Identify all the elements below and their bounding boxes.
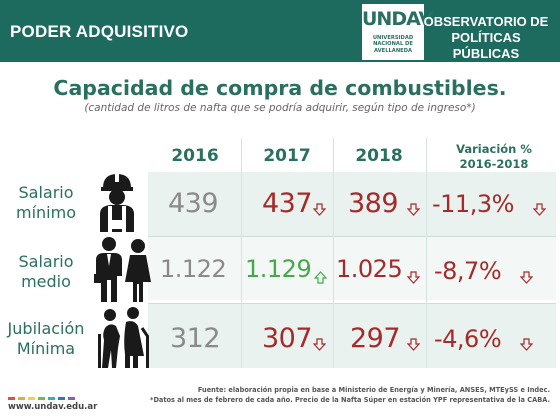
column-divider [426,138,427,368]
column-header-2016: 2016 [171,146,219,166]
column-header-2017: 2017 [263,146,311,166]
value-jubilacion-minima-variation: -4,6% [434,325,502,353]
header-bar: PODER ADQUISITIVO UNDAV UNIVERSIDAD NACI… [0,0,560,62]
value-salario-minimo-2016: 439 [168,188,219,219]
logo-subtext: UNIVERSIDAD NACIONAL DE AVELLANEDA [362,35,424,54]
value-salario-minimo-2017: 437 [262,188,313,219]
down-arrow-icon [313,203,326,216]
value-salario-medio-2017: 1.129 [245,255,312,283]
row-background [148,304,556,368]
value-salario-medio-variation: -8,7% [434,257,502,285]
row-divider [148,303,556,304]
variation-header-line: 2016-2018 [459,157,529,171]
down-arrow-icon [533,203,546,216]
logo-sub-line: NACIONAL DE [373,41,413,48]
column-header-2018: 2018 [355,146,403,166]
source-line: *Datos al mes de febrero de cada año. Pr… [150,395,550,404]
variation-header-line: Variación % [456,142,532,156]
page-subtitle: (cantidad de litros de nafta que se podr… [84,102,476,114]
undav-logo: UNDAV UNIVERSIDAD NACIONAL DE AVELLANEDA [362,4,433,60]
logo-mark: UNDAV [362,8,433,30]
color-dots [8,397,97,400]
row-background [148,236,556,300]
observatorio-line: POLÍTICAS PÚBLICAS [451,30,521,61]
down-arrow-icon [407,203,420,216]
logo-sub-line: AVELLANEDA [373,47,413,54]
footer-source: Fuente: elaboración propia en base a Min… [150,386,550,405]
couple-icon [94,237,151,302]
row-label-line: Salario [18,183,74,202]
down-arrow-icon [313,338,326,351]
footer-url[interactable]: www.undav.edu.ar [8,402,98,412]
logo-sub-line: UNIVERSIDAD [372,35,414,41]
down-arrow-icon [520,271,533,284]
row-label-line: Mínima [16,339,76,358]
row-label-salario-minimo: Salario mínimo [2,183,90,223]
down-arrow-icon [520,338,533,351]
section-tag: PODER ADQUISITIVO [10,22,189,41]
column-divider [241,138,242,368]
value-salario-minimo-variation: -11,3% [432,190,514,218]
down-arrow-icon [407,271,420,284]
value-jubilacion-minima-2017: 307 [262,323,313,354]
row-label-jubilacion-minima: Jubilación Mínima [2,319,90,359]
row-label-line: Salario [18,252,74,271]
down-arrow-icon [407,338,420,351]
value-salario-medio-2016: 1.122 [160,255,227,283]
value-salario-minimo-2018: 389 [348,188,399,219]
row-label-line: mínimo [16,203,76,222]
page-title: Capacidad de compra de combustibles. [53,76,507,100]
up-arrow-icon [314,271,327,284]
row-label-line: medio [21,272,71,291]
row-label-line: Jubilación [7,319,85,338]
observatorio-line: OBSERVATORIO DE [423,14,549,29]
row-label-salario-medio: Salario medio [2,252,90,292]
worker-icon [100,172,134,232]
footer-brand: www.undav.edu.ar [8,397,97,412]
column-divider [333,138,334,368]
observatorio-title: OBSERVATORIO DE POLÍTICAS PÚBLICAS [420,14,552,62]
row-divider [148,236,556,237]
column-header-variation: Variación % 2016-2018 [438,142,550,172]
value-jubilacion-minima-2018: 297 [350,323,401,354]
value-salario-medio-2018: 1.025 [336,255,403,283]
source-line: Fuente: elaboración propia en base a Min… [197,386,550,394]
elderly-couple-icon [98,307,150,368]
row-background [148,172,556,236]
value-jubilacion-minima-2016: 312 [170,323,221,354]
